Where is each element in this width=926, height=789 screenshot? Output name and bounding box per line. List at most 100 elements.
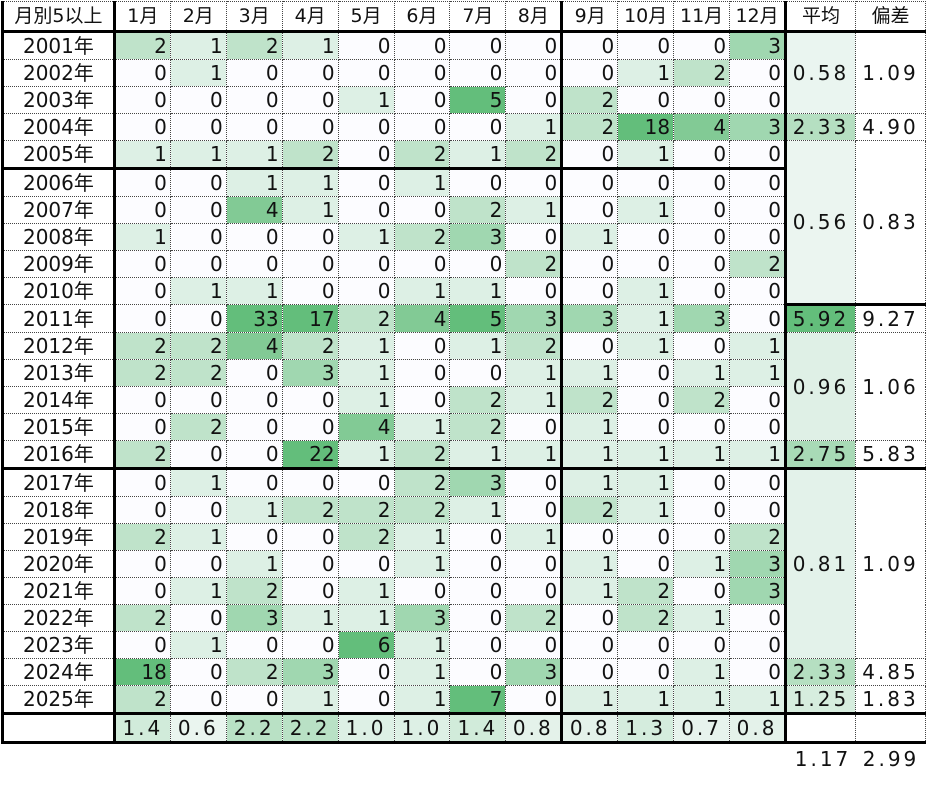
month-count-cell: 0 [225,359,283,387]
month-count-cell: 5 [449,86,507,114]
month-count-cell: 4 [673,113,731,141]
month-count-cell: 0 [729,468,786,497]
month-count-cell: 1 [281,604,339,632]
year-label: 2005年 [1,140,115,170]
month-count-cell: 1 [393,277,451,305]
period-deviation: 0.83 [854,140,926,306]
month-count-cell: 1 [393,631,451,659]
month-count-cell: 1 [337,86,395,114]
month-count-cell: 2 [449,386,507,414]
monthly-average-cell: 0.6 [169,713,227,744]
month-count-cell: 3 [729,31,786,60]
month-header: 12月 [729,1,786,33]
month-count-cell: 0 [729,631,786,659]
year-label: 2019年 [1,523,115,551]
month-count-cell: 0 [169,440,227,470]
month-count-cell: 3 [729,550,786,578]
month-count-cell: 0 [112,386,171,414]
month-count-cell: 0 [617,658,675,686]
month-count-cell: 3 [449,468,507,497]
month-count-cell: 0 [560,59,619,87]
month-count-cell: 0 [560,604,619,632]
month-count-cell: 1 [449,440,507,470]
month-count-cell: 0 [393,113,451,141]
year-label: 2024年 [1,658,115,686]
month-count-cell: 0 [337,31,395,60]
month-count-cell: 1 [617,440,675,470]
month-count-cell: 0 [505,168,563,197]
month-count-cell: 2 [281,332,339,360]
month-count-cell: 4 [337,413,395,441]
month-count-cell: 1 [169,31,227,60]
month-count-cell: 0 [505,277,563,305]
table-title: 月別5以上 [1,1,115,33]
month-count-cell: 3 [225,604,283,632]
monthly-average-cell: 2.2 [225,713,283,744]
month-count-cell: 0 [505,550,563,578]
month-count-cell: 0 [112,86,171,114]
month-count-cell: 1 [560,685,619,715]
month-count-cell: 2 [281,140,339,170]
month-count-cell: 1 [505,113,563,141]
month-count-cell: 1 [729,440,786,470]
monthly-average-cell: 1.4 [449,713,507,744]
month-count-cell: 0 [729,277,786,305]
period-deviation: 5.83 [854,440,926,470]
month-header: 11月 [673,1,731,33]
month-count-cell: 1 [617,277,675,305]
month-count-cell: 1 [673,440,731,470]
month-count-cell: 1 [505,196,563,224]
month-count-cell: 1 [729,332,786,360]
month-count-cell: 1 [281,168,339,197]
month-count-cell: 2 [337,304,395,333]
month-count-cell: 0 [337,277,395,305]
month-count-cell: 0 [673,196,731,224]
month-count-cell: 1 [449,140,507,170]
month-count-cell: 0 [337,140,395,170]
month-count-cell: 0 [112,468,171,497]
year-label: 2002年 [1,59,115,87]
month-count-cell: 1 [673,685,731,715]
month-count-cell: 1 [169,140,227,170]
month-count-cell: 0 [281,386,339,414]
year-label: 2025年 [1,685,115,715]
year-row: 2007年 0 0 4 1 0 0 2 1 0 1 0 0 [1,196,926,224]
month-count-cell: 0 [617,31,675,60]
month-count-cell: 2 [505,332,563,360]
month-count-cell: 2 [225,31,283,60]
month-count-cell: 1 [617,304,675,333]
month-count-cell: 1 [617,196,675,224]
month-count-cell: 1 [560,468,619,497]
month-count-cell: 0 [449,577,507,605]
month-count-cell: 0 [169,496,227,524]
month-header: 1月 [112,1,171,33]
month-count-cell: 1 [169,577,227,605]
month-count-cell: 0 [337,168,395,197]
month-count-cell: 2 [729,250,786,278]
monthly-average-cell: 2.2 [281,713,339,744]
year-row: 2002年 0 1 0 0 0 0 0 0 0 1 2 0 [1,59,926,87]
year-label: 2010年 [1,277,115,305]
month-count-cell: 1 [337,577,395,605]
month-count-cell: 0 [337,250,395,278]
month-count-cell: 1 [393,685,451,715]
period-average: 2.33 [784,658,856,686]
month-count-cell: 0 [617,86,675,114]
month-count-cell: 0 [112,250,171,278]
year-label: 2006年 [1,168,115,197]
month-count-cell: 0 [449,631,507,659]
month-count-cell: 1 [560,440,619,470]
year-label: 2012年 [1,332,115,360]
month-count-cell: 2 [393,468,451,497]
month-count-cell: 0 [281,468,339,497]
year-row: 2010年 0 1 1 0 0 1 1 0 0 1 0 0 [1,277,926,305]
month-count-cell: 0 [393,196,451,224]
month-count-cell: 0 [729,304,786,333]
year-label: 2020年 [1,550,115,578]
period-average: 2.33 [784,113,856,141]
monthly-count-table: 月別5以上 1月 2月 3月 4月 5月 6月 7月 8月 9月 10月 11月 12月 平均 偏差 2001… [1,1,926,744]
month-count-cell: 1 [505,386,563,414]
month-count-cell: 0 [560,631,619,659]
month-count-cell: 0 [449,550,507,578]
month-count-cell: 0 [560,250,619,278]
